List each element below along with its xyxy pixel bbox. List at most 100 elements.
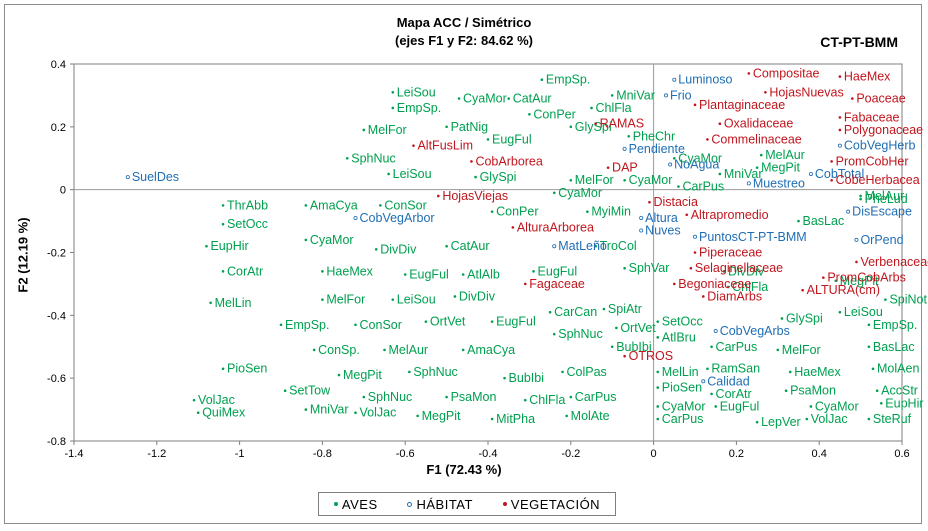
point-aves bbox=[209, 301, 212, 305]
y-tick-label: 0.2 bbox=[51, 122, 66, 134]
point-aves bbox=[610, 94, 614, 97]
point-aves bbox=[586, 210, 589, 213]
label-vegetacion: CobeHerbacea bbox=[836, 173, 920, 187]
point-aves bbox=[453, 295, 457, 298]
label-vegetacion: Distacia bbox=[653, 195, 698, 209]
label-aves: PsaMon bbox=[451, 390, 497, 404]
label-aves: MniVar bbox=[724, 167, 763, 181]
point-aves bbox=[304, 238, 308, 242]
label-aves: GlySpi bbox=[480, 170, 517, 184]
x-tick-label: -0.4 bbox=[479, 448, 498, 460]
label-aves: OrtVet bbox=[620, 321, 656, 335]
label-vegetacion: Polygonaceae bbox=[844, 123, 923, 137]
point-aves bbox=[565, 414, 568, 418]
label-vegetacion: ALTURA(cm) bbox=[807, 283, 880, 297]
label-habitat: CobTotal bbox=[815, 167, 864, 181]
label-aves: CyaMor bbox=[815, 399, 859, 413]
point-aves bbox=[867, 323, 871, 327]
label-aves: PheLud bbox=[865, 192, 908, 206]
label-aves: AtlAlb bbox=[467, 267, 500, 281]
label-aves: MelAur bbox=[865, 189, 905, 203]
label-aves: VolJac bbox=[811, 412, 848, 426]
label-vegetacion: Poaceae bbox=[856, 92, 905, 106]
x-tick-label: 0.4 bbox=[812, 448, 827, 460]
point-vegetacion bbox=[673, 282, 676, 286]
label-aves: CyaMor bbox=[558, 186, 602, 200]
point-aves bbox=[859, 194, 862, 198]
label-habitat: DisEscape bbox=[852, 205, 912, 219]
point-aves bbox=[722, 270, 726, 273]
label-habitat: Frio bbox=[670, 88, 692, 102]
point-vegetacion bbox=[822, 276, 825, 279]
point-vegetacion bbox=[838, 116, 842, 119]
legend-marker-vegetacion bbox=[502, 502, 507, 506]
label-vegetacion: HojasNuevas bbox=[769, 85, 843, 99]
label-habitat: SuelDes bbox=[132, 170, 179, 184]
label-aves: EmpSp. bbox=[546, 73, 590, 87]
point-aves bbox=[623, 178, 626, 182]
label-aves: SphVar bbox=[629, 261, 670, 275]
label-aves: LeiSou bbox=[393, 167, 432, 181]
label-vegetacion: HaeMex bbox=[844, 70, 891, 84]
point-aves bbox=[416, 414, 419, 418]
point-aves bbox=[656, 336, 660, 339]
point-aves bbox=[445, 395, 448, 399]
label-habitat: OrPend bbox=[860, 233, 903, 247]
y-tick-label: 0 bbox=[60, 185, 66, 197]
label-aves: CyaMor bbox=[463, 92, 507, 106]
label-habitat: MatLeño bbox=[558, 239, 607, 253]
label-aves: MniVar bbox=[310, 403, 349, 417]
point-aves bbox=[780, 317, 784, 320]
label-aves: MniVar bbox=[616, 88, 655, 102]
point-aves bbox=[714, 405, 717, 408]
y-tick-label: 0.4 bbox=[51, 59, 66, 71]
label-vegetacion: Fagaceae bbox=[529, 277, 585, 291]
label-aves: SetOcc bbox=[662, 315, 703, 329]
label-aves: MelFor bbox=[326, 293, 365, 307]
label-aves: SteRuf bbox=[873, 412, 912, 426]
label-aves: CyaMor bbox=[310, 233, 354, 247]
point-aves bbox=[403, 273, 407, 276]
label-habitat: Luminoso bbox=[678, 73, 732, 87]
label-aves: CarPus bbox=[662, 412, 704, 426]
point-vegetacion bbox=[693, 251, 697, 254]
point-vegetacion bbox=[838, 75, 842, 78]
point-vegetacion bbox=[606, 166, 610, 169]
label-aves: CyaMor bbox=[662, 399, 706, 413]
point-habitat bbox=[672, 77, 677, 82]
label-aves: DivDiv bbox=[728, 264, 765, 278]
point-aves bbox=[221, 222, 225, 226]
label-aves: MolAte bbox=[571, 409, 610, 423]
label-aves: ConSp. bbox=[318, 343, 360, 357]
point-aves bbox=[196, 411, 200, 415]
point-vegetacion bbox=[648, 200, 651, 204]
label-habitat: Nuves bbox=[645, 224, 680, 238]
point-aves bbox=[523, 398, 527, 402]
label-aves: CarPus bbox=[716, 340, 758, 354]
point-aves bbox=[875, 389, 879, 393]
label-aves: AtlBru bbox=[662, 330, 696, 344]
x-tick-label: -0.6 bbox=[396, 448, 415, 460]
x-tick-label: 0.6 bbox=[894, 448, 909, 460]
point-aves bbox=[561, 370, 564, 374]
label-habitat: Muestreo bbox=[753, 176, 805, 190]
label-habitat: CobVegArbor bbox=[360, 211, 435, 225]
point-vegetacion bbox=[623, 354, 626, 358]
point-aves bbox=[552, 191, 556, 195]
point-habitat bbox=[846, 209, 851, 214]
label-vegetacion: OTROS bbox=[629, 349, 673, 363]
label-aves: MegPit bbox=[343, 368, 382, 382]
point-aves bbox=[656, 386, 660, 389]
point-habitat bbox=[808, 171, 813, 176]
label-aves: MyiMin bbox=[591, 205, 631, 219]
label-aves: CarPus bbox=[575, 390, 617, 404]
label-aves: MelFor bbox=[368, 123, 407, 137]
legend-marker-habitat bbox=[407, 501, 413, 507]
label-aves: BubIbi bbox=[616, 340, 651, 354]
point-vegetacion bbox=[594, 122, 597, 125]
point-aves bbox=[759, 153, 763, 157]
point-aves bbox=[552, 332, 556, 336]
point-aves bbox=[445, 244, 448, 248]
label-aves: BubIbi bbox=[509, 371, 544, 385]
label-vegetacion: Oxalidaceae bbox=[724, 117, 794, 131]
